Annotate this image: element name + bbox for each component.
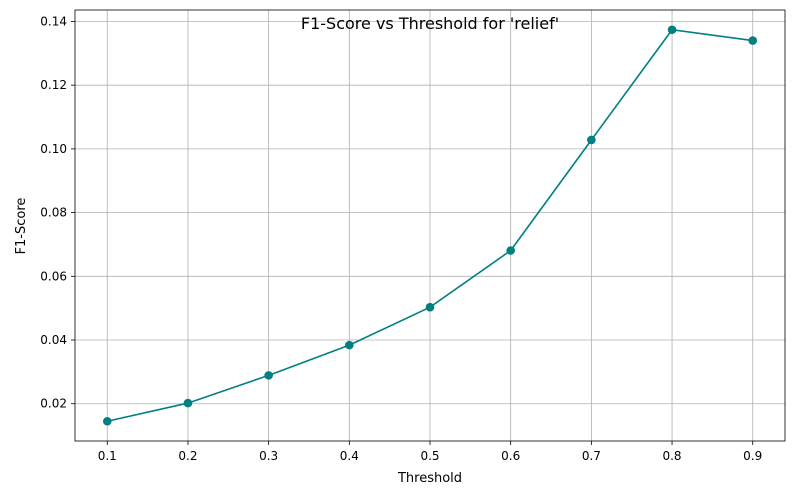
data-point — [587, 136, 596, 145]
y-tick-label: 0.12 — [40, 78, 67, 92]
y-tick-label: 0.04 — [40, 333, 67, 347]
y-tick-label: 0.14 — [40, 14, 67, 28]
x-tick-label: 0.5 — [420, 449, 439, 463]
data-point — [264, 371, 273, 380]
data-point — [103, 417, 112, 426]
x-tick-label: 0.1 — [98, 449, 117, 463]
data-point — [426, 303, 435, 312]
data-point — [506, 246, 515, 255]
x-tick-label: 0.7 — [582, 449, 601, 463]
x-axis-label: Threshold — [397, 471, 462, 486]
data-point — [184, 399, 193, 408]
x-tick-label: 0.3 — [259, 449, 278, 463]
y-tick-label: 0.10 — [40, 142, 67, 156]
data-point — [748, 36, 757, 45]
x-tick-label: 0.4 — [340, 449, 359, 463]
data-point — [668, 25, 677, 34]
y-tick-label: 0.02 — [40, 397, 67, 411]
x-tick-label: 0.2 — [178, 449, 197, 463]
y-tick-label: 0.06 — [40, 269, 67, 283]
data-point — [345, 341, 354, 350]
y-tick-label: 0.08 — [40, 206, 67, 220]
x-tick-label: 0.6 — [501, 449, 520, 463]
chart-title: F1-Score vs Threshold for 'relief' — [301, 14, 559, 33]
x-tick-label: 0.9 — [743, 449, 762, 463]
y-axis-label: F1-Score — [14, 198, 29, 255]
x-tick-label: 0.8 — [662, 449, 681, 463]
